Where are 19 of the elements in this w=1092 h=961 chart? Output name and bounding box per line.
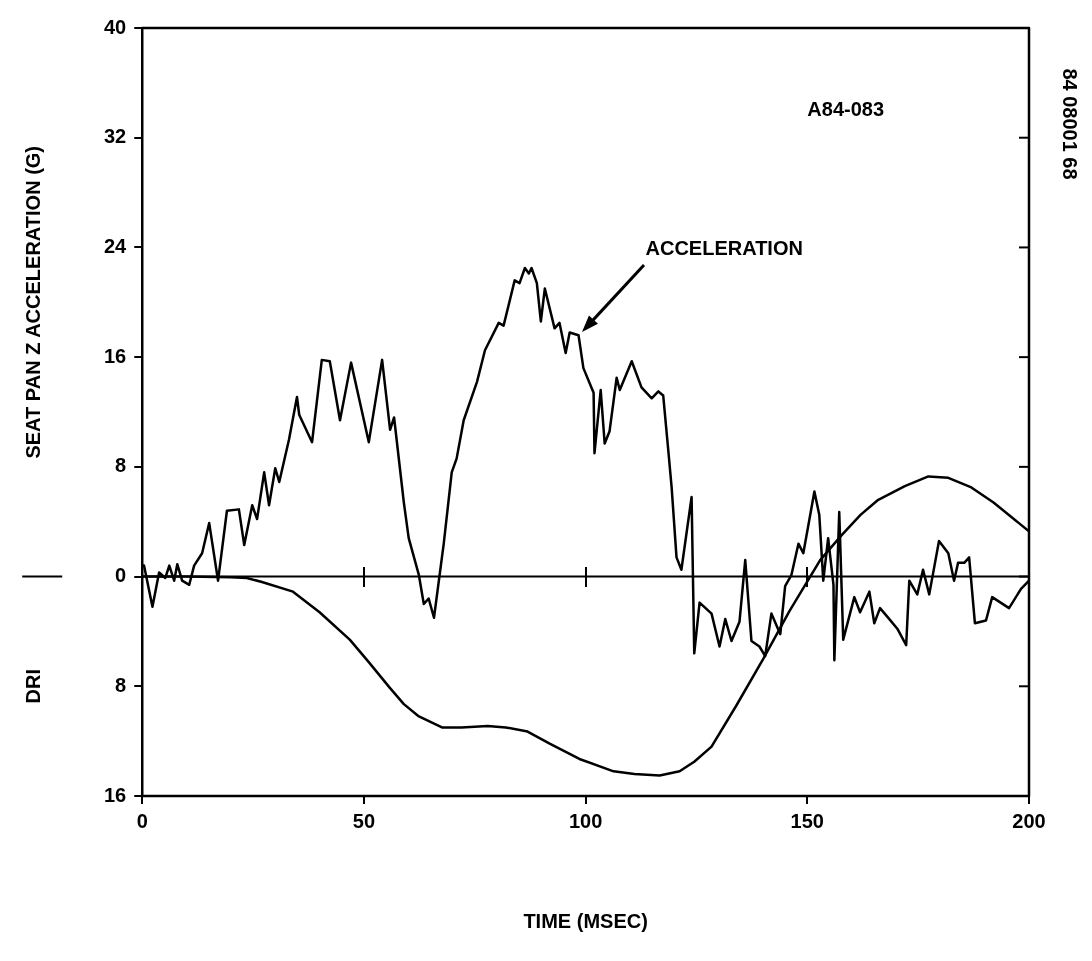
text: 84 08001 68 <box>1059 68 1082 180</box>
y-axis-title: SEAT PAN Z ACCELERATION (G) <box>21 146 44 459</box>
x-tick-label: 0 <box>136 809 148 832</box>
x-tick-label: 100 <box>568 809 603 832</box>
y-tick-label: 8 <box>115 673 127 696</box>
y-tick-label: 24 <box>104 234 128 257</box>
y-tick-label: 32 <box>104 125 127 148</box>
text: DRI <box>21 669 44 704</box>
y-tick-label: 16 <box>104 783 127 806</box>
x-tick-label: 200 <box>1012 809 1046 832</box>
x-tick-label: 150 <box>790 809 824 832</box>
annotation: A84-083 <box>807 97 885 120</box>
y-tick-label: 16 <box>104 344 127 367</box>
y-tick-label: 0 <box>115 564 127 587</box>
x-axis-title: TIME (MSEC) <box>523 909 648 932</box>
text: ACCELERATION <box>645 236 803 259</box>
y-tick-label: 8 <box>115 454 127 477</box>
y-tick-label: 40 <box>104 15 127 38</box>
x-tick-label: 50 <box>352 809 376 832</box>
